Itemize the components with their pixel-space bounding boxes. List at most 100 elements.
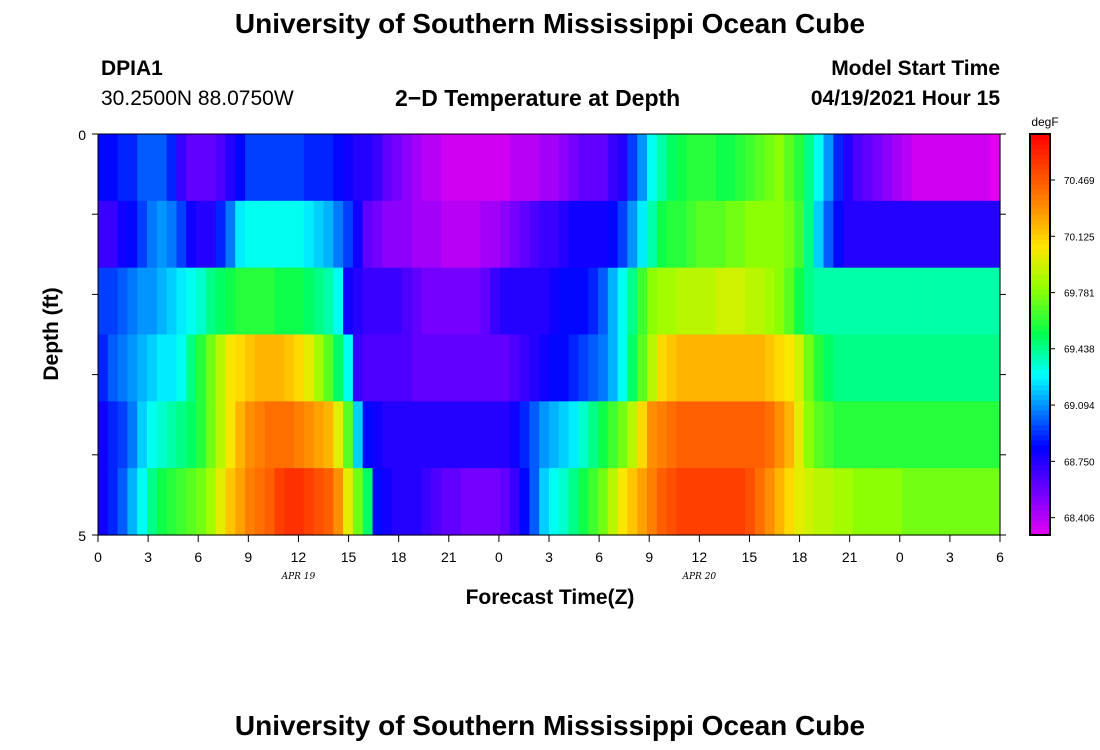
x-tick-label: 0 [495, 549, 503, 565]
heatmap-cell [274, 134, 285, 202]
heatmap-cell [343, 401, 354, 469]
heatmap-cell [872, 401, 883, 469]
heatmap-cell [499, 200, 511, 269]
x-tick-label: 9 [645, 549, 653, 565]
heatmap-cell [696, 200, 707, 269]
colorbar-segment [1030, 144, 1050, 150]
heatmap-cell [990, 468, 1001, 536]
heatmap-cell [382, 200, 393, 269]
colorbar-segment [1030, 374, 1050, 381]
heatmap-cell [549, 401, 560, 469]
heatmap-cell [892, 468, 903, 536]
colorbar-segment [1030, 389, 1050, 396]
heatmap-cell [921, 134, 932, 202]
colorbar-segment [1030, 454, 1050, 461]
heatmap-cell [627, 200, 638, 269]
heatmap-cell [362, 267, 374, 336]
heatmap-cell [196, 267, 207, 336]
heatmap-cell [176, 267, 187, 336]
heatmap-cell [499, 334, 511, 402]
heatmap-cell [931, 267, 942, 336]
heatmap-cell [686, 334, 697, 402]
heatmap-cell [499, 267, 511, 336]
date-label: APR 19 [281, 572, 316, 582]
heatmap-cell [284, 468, 295, 536]
heatmap-cell [921, 334, 932, 402]
heatmap-cell [323, 401, 334, 469]
heatmap-cell [656, 468, 668, 536]
heatmap-cell [764, 200, 776, 269]
heatmap-cell [137, 200, 148, 269]
heatmap-cell [803, 468, 815, 536]
heatmap-cell [960, 267, 972, 336]
heatmap-cell [411, 200, 423, 269]
heatmap-cell [382, 401, 393, 469]
heatmap-cell [519, 401, 530, 469]
heatmap-cell [794, 401, 805, 469]
heatmap-cell [225, 334, 236, 402]
heatmap-cell [696, 267, 707, 336]
heatmap-cell [764, 134, 776, 202]
x-tick-label: 3 [144, 549, 152, 565]
y-axis-label: Depth (ft) [40, 287, 63, 380]
heatmap-cell [647, 267, 658, 336]
heatmap-cell [127, 134, 138, 202]
colorbar-segment [1030, 259, 1050, 265]
heatmap-cell [460, 401, 472, 469]
heatmap-cell [549, 334, 560, 402]
heatmap-cell [372, 134, 383, 202]
colorbar-segment [1030, 274, 1050, 280]
heatmap-cell [450, 267, 462, 336]
colorbar-segment [1030, 424, 1050, 431]
colorbar-segment [1030, 469, 1050, 476]
heatmap-cell [362, 401, 374, 469]
x-tick-label: 6 [595, 549, 603, 565]
heatmap-cell [911, 401, 923, 469]
heatmap-cell [470, 134, 481, 202]
heatmap-cell [568, 267, 580, 336]
x-tick-label: 6 [996, 549, 1004, 565]
heatmap-cell [490, 468, 501, 536]
heatmap-cell [274, 267, 285, 336]
heatmap-cell [284, 267, 295, 336]
heatmap-cell [509, 401, 521, 469]
heatmap-cell [401, 267, 413, 336]
model-start-label: Model Start Time [831, 57, 1000, 80]
heatmap-cell [588, 267, 599, 336]
heatmap-cell [98, 468, 109, 536]
colorbar-segment [1030, 219, 1050, 225]
heatmap-cell [401, 468, 413, 536]
heatmap-cell [813, 401, 825, 469]
heatmap-cell [362, 134, 374, 202]
heatmap-cell [617, 334, 629, 402]
heatmap-cell [637, 200, 648, 269]
heatmap-cell [411, 334, 423, 402]
colorbar-segment [1030, 439, 1050, 446]
heatmap-cell [598, 134, 609, 202]
heatmap-cell [235, 267, 246, 336]
heatmap-cell [637, 401, 648, 469]
colorbar-tick-label: 68.750 [1064, 457, 1095, 468]
heatmap-cell [862, 401, 874, 469]
heatmap-cell [107, 468, 119, 536]
colorbar-segment [1030, 479, 1050, 486]
heatmap-cell [313, 468, 325, 536]
heatmap-cell [941, 334, 952, 402]
heatmap-cell [421, 334, 432, 402]
heatmap-cell [627, 468, 638, 536]
heatmap-cell [852, 468, 864, 536]
heatmap-cell [656, 334, 668, 402]
heatmap-cell [294, 200, 305, 269]
heatmap-cell [401, 134, 413, 202]
heatmap-cell [990, 134, 1001, 202]
heatmap-cell [754, 134, 766, 202]
heatmap-cell [147, 267, 158, 336]
heatmap-cell [598, 200, 609, 269]
heatmap-cell [843, 134, 854, 202]
heatmap-cell [980, 267, 991, 336]
heatmap-cell [931, 468, 942, 536]
heatmap-cell [921, 468, 932, 536]
heatmap-cell [392, 468, 403, 536]
heatmap-cell [931, 200, 942, 269]
heatmap-cell [911, 334, 923, 402]
